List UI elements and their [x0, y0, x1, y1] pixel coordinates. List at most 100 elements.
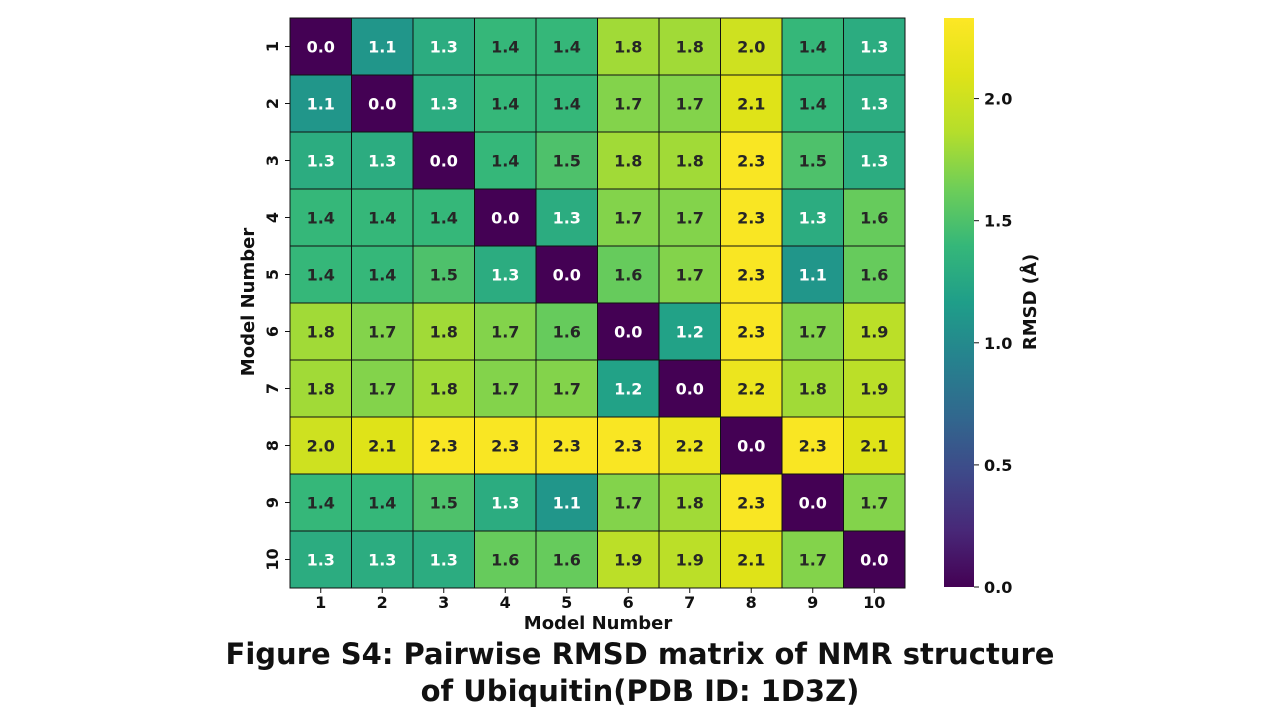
x-axis-label: Model Number [524, 613, 673, 634]
heatmap-cell [412, 302, 475, 361]
cell-value-label: 1.2 [676, 323, 704, 342]
cell-value-label: 1.8 [676, 494, 704, 513]
heatmap-cell [289, 17, 352, 76]
x-tick-label: 8 [746, 593, 757, 612]
cell-value-label: 1.9 [676, 551, 704, 570]
cell-value-label: 1.8 [430, 323, 458, 342]
cell-value-label: 1.4 [799, 95, 827, 114]
cell-value-label: 2.1 [860, 437, 888, 456]
cell-value-label: 0.0 [614, 323, 642, 342]
cell-value-label: 2.3 [614, 437, 642, 456]
cell-value-label: 0.0 [491, 209, 519, 228]
heatmap-cell [535, 245, 598, 304]
heatmap-cell [535, 473, 598, 532]
cell-value-label: 0.0 [307, 38, 335, 57]
heatmap-cell [351, 416, 414, 475]
cell-value-label: 1.6 [860, 266, 888, 285]
y-tick-label: 10 [263, 548, 282, 570]
heatmap-cell [843, 416, 906, 475]
x-tick-label: 4 [500, 593, 511, 612]
heatmap-cell [412, 245, 475, 304]
cell-value-label: 1.4 [430, 209, 458, 228]
cell-value-label: 1.5 [430, 266, 458, 285]
heatmap-cell [781, 359, 844, 418]
heatmap-cell [474, 473, 537, 532]
heatmap-cell [720, 245, 783, 304]
x-tick-label: 2 [377, 593, 388, 612]
cell-value-label: 1.9 [860, 323, 888, 342]
y-axis-label: Model Number [238, 228, 259, 377]
y-axis-ticks: 1 2 3 4 5 6 7 8 9 10 [263, 41, 290, 571]
heatmap-cell [720, 359, 783, 418]
cell-value-label: 2.3 [737, 209, 765, 228]
heatmap-cell [597, 302, 660, 361]
cell-value-label: 1.3 [491, 266, 519, 285]
x-tick-label: 3 [438, 593, 449, 612]
cell-value-label: 2.0 [737, 38, 765, 57]
heatmap-cell [474, 416, 537, 475]
cell-value-label: 1.8 [676, 38, 704, 57]
colorbar-tick-label: 1.0 [984, 334, 1012, 353]
cell-value-label: 1.8 [799, 380, 827, 399]
cell-value-label: 1.3 [799, 209, 827, 228]
cell-value-label: 1.2 [614, 380, 642, 399]
cell-value-label: 1.3 [860, 152, 888, 171]
cell-value-label: 1.8 [614, 152, 642, 171]
rmsd-heatmap-chart: 0.0 1.1 1.3 1.4 1.4 1.8 1.8 2.0 1.4 1.3 1.1 0.0 1.3 1… [238, 17, 1041, 634]
cell-value-label: 1.8 [676, 152, 704, 171]
cell-value-label: 1.9 [614, 551, 642, 570]
heatmap-cell [720, 473, 783, 532]
heatmap-cell [535, 131, 598, 190]
cell-value-label: 1.7 [491, 323, 519, 342]
heatmap-cell [843, 530, 906, 589]
heatmap-cell [781, 188, 844, 247]
heatmap-cell [289, 302, 352, 361]
cell-value-label: 1.1 [799, 266, 827, 285]
heatmap-cell [289, 188, 352, 247]
heatmap-cell-labels: 0.0 1.1 1.3 1.4 1.4 1.8 1.8 2.0 1.4 1.3 1.1 0.0 1.3 1… [307, 38, 889, 570]
heatmap-cell [658, 416, 721, 475]
cell-value-label: 1.6 [553, 551, 581, 570]
heatmap-cell [658, 359, 721, 418]
cell-value-label: 1.6 [491, 551, 519, 570]
heatmap-cell [597, 416, 660, 475]
heatmap-cell [289, 359, 352, 418]
heatmap-cell [720, 17, 783, 76]
cell-value-label: 1.7 [860, 494, 888, 513]
cell-value-label: 1.4 [307, 494, 335, 513]
cell-value-label: 1.7 [676, 209, 704, 228]
cell-value-label: 1.1 [553, 494, 581, 513]
heatmap-cell [720, 530, 783, 589]
cell-value-label: 1.7 [676, 95, 704, 114]
heatmap-cell [289, 131, 352, 190]
colorbar-label: RMSD (Å) [1018, 254, 1041, 350]
cell-value-label: 1.7 [614, 95, 642, 114]
heatmap-cell [781, 302, 844, 361]
heatmap-cell [535, 302, 598, 361]
cell-value-label: 1.4 [368, 494, 396, 513]
cell-value-label: 1.3 [430, 551, 458, 570]
heatmap-cell [781, 473, 844, 532]
colorbar-tick-label: 1.5 [984, 212, 1012, 231]
figure-caption-line-2: of Ubiquitin(PDB ID: 1D3Z) [420, 674, 860, 708]
y-tick-label: 7 [263, 383, 282, 394]
heatmap-cell [658, 188, 721, 247]
cell-value-label: 1.4 [368, 266, 396, 285]
cell-value-label: 1.1 [368, 38, 396, 57]
colorbar-tick-label: 0.0 [984, 578, 1012, 597]
cell-value-label: 1.8 [614, 38, 642, 57]
cell-value-label: 1.3 [860, 95, 888, 114]
cell-value-label: 2.3 [430, 437, 458, 456]
cell-value-label: 2.3 [737, 266, 765, 285]
cell-value-label: 1.6 [860, 209, 888, 228]
cell-value-label: 1.7 [799, 323, 827, 342]
heatmap-cell [351, 473, 414, 532]
cell-value-label: 1.8 [430, 380, 458, 399]
x-tick-label: 1 [315, 593, 326, 612]
cell-value-label: 1.7 [676, 266, 704, 285]
cell-value-label: 2.3 [737, 152, 765, 171]
heatmap-cell [843, 17, 906, 76]
heatmap-cell [412, 416, 475, 475]
cell-value-label: 1.3 [430, 95, 458, 114]
y-tick-label: 6 [263, 326, 282, 337]
